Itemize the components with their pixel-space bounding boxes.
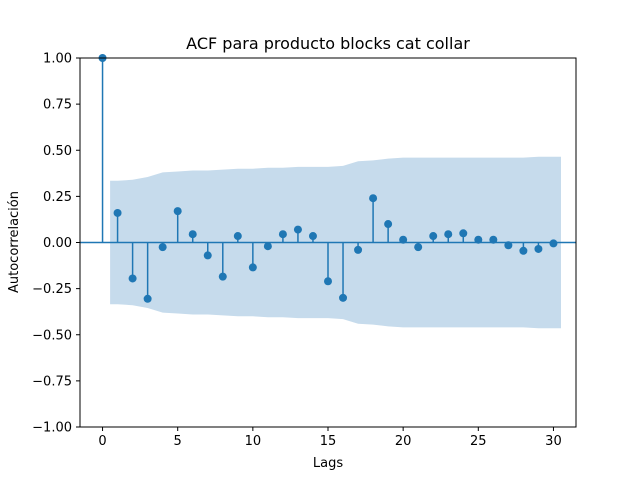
x-tick-label-10: 10 bbox=[245, 434, 262, 449]
stem-marker-lag-16 bbox=[339, 293, 348, 302]
stem-marker-lag-22 bbox=[429, 232, 438, 241]
stem-marker-lag-23 bbox=[444, 230, 453, 239]
stem-marker-lag-17 bbox=[354, 245, 363, 254]
y-tick-label-1: −0.75 bbox=[32, 374, 72, 389]
y-tick-label-7: 0.75 bbox=[43, 98, 72, 113]
stem-marker-lag-3 bbox=[143, 294, 152, 303]
stem-marker-lag-30 bbox=[549, 239, 558, 248]
y-tick-label-0: −1.00 bbox=[32, 421, 72, 436]
stem-marker-lag-10 bbox=[248, 263, 257, 272]
y-tick-label-8: 1.00 bbox=[43, 52, 72, 67]
y-tick-label-2: −0.50 bbox=[32, 328, 72, 343]
stem-marker-lag-11 bbox=[263, 242, 272, 251]
y-tick-label-6: 0.50 bbox=[43, 144, 72, 159]
y-axis-title: Autocorrelación bbox=[7, 191, 22, 293]
y-tick-label-3: −0.25 bbox=[32, 282, 72, 297]
x-tick-label-5: 5 bbox=[174, 434, 182, 449]
stem-marker-lag-20 bbox=[399, 235, 408, 244]
stem-marker-lag-28 bbox=[519, 246, 528, 255]
stem-marker-lag-4 bbox=[158, 243, 167, 252]
stem-marker-lag-9 bbox=[233, 232, 242, 241]
stem-marker-lag-27 bbox=[504, 241, 513, 250]
stem-marker-lag-24 bbox=[459, 229, 468, 238]
stem-marker-lag-21 bbox=[414, 243, 423, 252]
stem-marker-lag-26 bbox=[489, 235, 498, 244]
stem-marker-lag-12 bbox=[278, 230, 287, 239]
stem-marker-lag-5 bbox=[173, 207, 182, 216]
stem-marker-lag-2 bbox=[128, 274, 137, 283]
stem-marker-lag-14 bbox=[308, 232, 317, 241]
y-tick-label-4: 0.00 bbox=[43, 236, 72, 251]
stem-marker-lag-6 bbox=[188, 230, 197, 239]
stem-marker-lag-8 bbox=[218, 272, 227, 281]
stem-marker-lag-29 bbox=[534, 244, 543, 253]
axes-layer: 0 5 10 15 20 25 30 −1.00 −0.75 −0.50 −0.25 0.00 0.25… bbox=[32, 52, 577, 449]
x-axis-title: Lags bbox=[313, 456, 343, 471]
x-tick-label-15: 15 bbox=[320, 434, 337, 449]
stem-marker-lag-7 bbox=[203, 251, 212, 260]
stem-marker-lag-19 bbox=[384, 220, 393, 229]
x-tick-label-25: 25 bbox=[470, 434, 487, 449]
x-tick-label-20: 20 bbox=[395, 434, 412, 449]
stem-marker-lag-18 bbox=[369, 194, 378, 203]
stem-marker-lag-13 bbox=[293, 225, 302, 234]
chart-title: ACF para producto blocks cat collar bbox=[186, 34, 470, 53]
y-tick-label-5: 0.25 bbox=[43, 190, 72, 205]
stem-marker-lag-25 bbox=[474, 235, 483, 244]
stem-marker-lag-15 bbox=[324, 277, 332, 286]
x-tick-label-0: 0 bbox=[98, 434, 106, 449]
stem-marker-lag-1 bbox=[113, 208, 122, 217]
x-tick-label-30: 30 bbox=[545, 434, 562, 449]
stem-layer bbox=[80, 54, 576, 303]
